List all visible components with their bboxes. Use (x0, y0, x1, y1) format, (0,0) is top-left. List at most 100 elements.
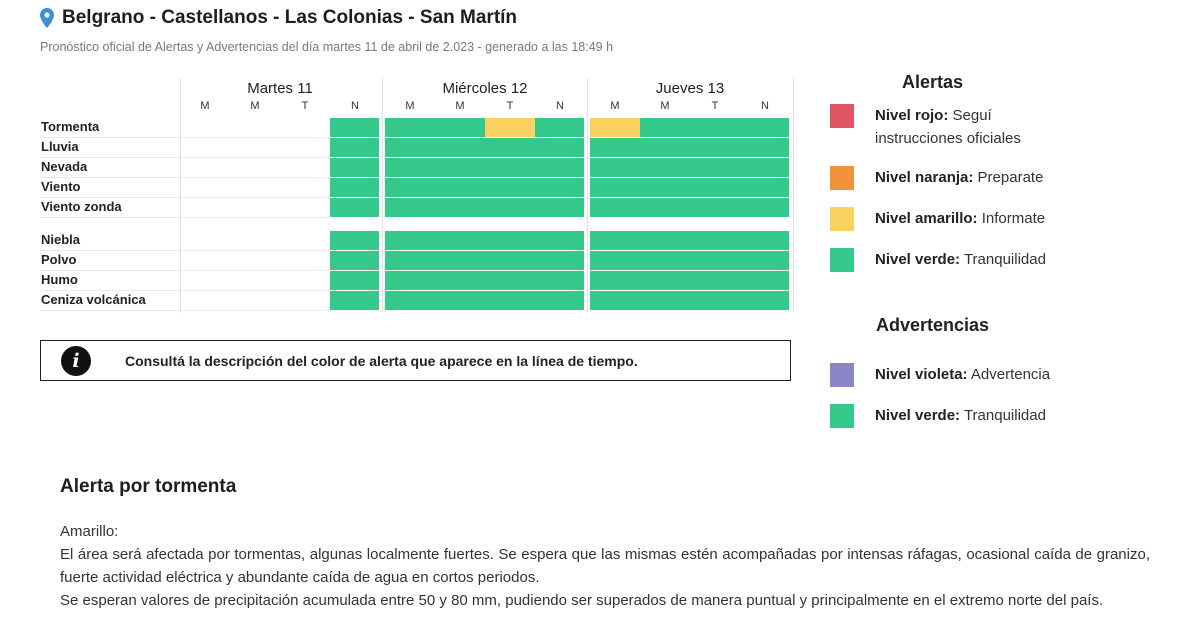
alert-cell-green[interactable] (330, 158, 379, 177)
legend-swatch-naranja (830, 166, 854, 190)
alert-cell-green[interactable] (690, 198, 740, 217)
alert-cell-green[interactable] (690, 251, 740, 270)
day-separator (587, 78, 588, 313)
alert-cell-green[interactable] (485, 251, 535, 270)
alert-cell-green[interactable] (485, 271, 535, 290)
alert-cell-green[interactable] (435, 231, 485, 250)
alert-cell-yellow[interactable] (590, 118, 640, 137)
alert-cell-green[interactable] (690, 231, 740, 250)
empty-cell (180, 310, 230, 311)
alert-cell-green[interactable] (740, 138, 789, 157)
legend-level-desc: Seguí instrucciones oficiales (875, 107, 1021, 147)
legend-level-name: Nivel violeta: (875, 366, 968, 383)
alert-cell-green[interactable] (740, 271, 789, 290)
description-level: Amarillo: (60, 523, 119, 540)
alert-cell-green[interactable] (435, 198, 485, 217)
alert-cell-green[interactable] (330, 291, 379, 310)
alert-cell-green[interactable] (385, 138, 435, 157)
alert-cell-green[interactable] (690, 271, 740, 290)
alert-cell-green[interactable] (485, 291, 535, 310)
alert-cell-green[interactable] (385, 251, 435, 270)
alert-cell-green[interactable] (330, 198, 379, 217)
alert-cell-green[interactable] (385, 178, 435, 197)
legend-swatch-verde (830, 248, 854, 272)
title-row: Belgrano - Castellanos - Las Colonias - … (40, 6, 517, 30)
alert-cell-green[interactable] (535, 291, 584, 310)
alert-cell-green[interactable] (535, 231, 584, 250)
alert-cell-green[interactable] (640, 118, 690, 137)
alert-cell-green[interactable] (485, 138, 535, 157)
alert-cell-green[interactable] (535, 118, 584, 137)
alert-cell-green[interactable] (640, 198, 690, 217)
alert-cell-green[interactable] (740, 291, 789, 310)
alert-cell-green[interactable] (535, 271, 584, 290)
alert-cell-green[interactable] (330, 251, 379, 270)
alert-cell-green[interactable] (435, 291, 485, 310)
alert-cell-green[interactable] (740, 158, 789, 177)
alert-cell-green[interactable] (330, 178, 379, 197)
empty-cell (230, 177, 280, 178)
alert-cell-green[interactable] (385, 118, 435, 137)
alert-cell-green[interactable] (485, 158, 535, 177)
alert-cell-green[interactable] (535, 138, 584, 157)
legend-level-desc: Informate (977, 210, 1046, 227)
description-paragraph: Se esperan valores de precipitación acum… (60, 592, 1104, 609)
alert-cell-green[interactable] (590, 138, 640, 157)
slot-label: T (711, 100, 719, 112)
alert-cell-green[interactable] (740, 251, 789, 270)
alert-cell-green[interactable] (640, 138, 690, 157)
alert-cell-green[interactable] (690, 158, 740, 177)
alert-cell-green[interactable] (590, 271, 640, 290)
alert-cell-green[interactable] (435, 138, 485, 157)
alert-cell-green[interactable] (435, 271, 485, 290)
alert-cell-green[interactable] (590, 291, 640, 310)
alert-cell-green[interactable] (590, 178, 640, 197)
alert-cell-green[interactable] (740, 198, 789, 217)
row-label: Ceniza volcánica (41, 292, 146, 307)
row-label: Viento zonda (41, 199, 122, 214)
empty-cell (280, 177, 330, 178)
alert-cell-green[interactable] (690, 178, 740, 197)
alert-cell-green[interactable] (640, 158, 690, 177)
alert-cell-green[interactable] (330, 138, 379, 157)
description-title: Alerta por tormenta (60, 476, 237, 497)
alert-cell-green[interactable] (385, 231, 435, 250)
alert-cell-green[interactable] (590, 231, 640, 250)
alert-cell-yellow[interactable] (485, 118, 535, 137)
alert-cell-green[interactable] (690, 291, 740, 310)
alert-cell-green[interactable] (485, 178, 535, 197)
alert-cell-green[interactable] (590, 251, 640, 270)
alert-cell-green[interactable] (690, 138, 740, 157)
alert-cell-green[interactable] (535, 158, 584, 177)
empty-cell (280, 270, 330, 271)
alert-cell-green[interactable] (485, 198, 535, 217)
alert-cell-green[interactable] (590, 198, 640, 217)
alert-cell-green[interactable] (385, 291, 435, 310)
alert-cell-green[interactable] (640, 178, 690, 197)
alert-cell-green[interactable] (330, 271, 379, 290)
alert-cell-green[interactable] (330, 231, 379, 250)
alert-cell-green[interactable] (640, 231, 690, 250)
slot-label: M (405, 100, 415, 112)
alert-cell-green[interactable] (330, 118, 379, 137)
alert-cell-green[interactable] (640, 291, 690, 310)
alert-cell-green[interactable] (385, 198, 435, 217)
alert-cell-green[interactable] (435, 251, 485, 270)
alert-cell-green[interactable] (385, 158, 435, 177)
alert-cell-green[interactable] (535, 178, 584, 197)
alert-cell-green[interactable] (640, 271, 690, 290)
alert-cell-green[interactable] (385, 271, 435, 290)
alert-cell-green[interactable] (740, 118, 789, 137)
alert-cell-green[interactable] (485, 231, 535, 250)
alert-cell-green[interactable] (740, 231, 789, 250)
alert-cell-green[interactable] (435, 158, 485, 177)
alert-cell-green[interactable] (690, 118, 740, 137)
alert-cell-green[interactable] (435, 118, 485, 137)
alert-cell-green[interactable] (435, 178, 485, 197)
alert-cell-green[interactable] (740, 178, 789, 197)
alert-cell-green[interactable] (535, 198, 584, 217)
alert-cell-green[interactable] (590, 158, 640, 177)
alert-cell-green[interactable] (640, 251, 690, 270)
alert-cell-green[interactable] (535, 251, 584, 270)
empty-cell (180, 250, 230, 251)
